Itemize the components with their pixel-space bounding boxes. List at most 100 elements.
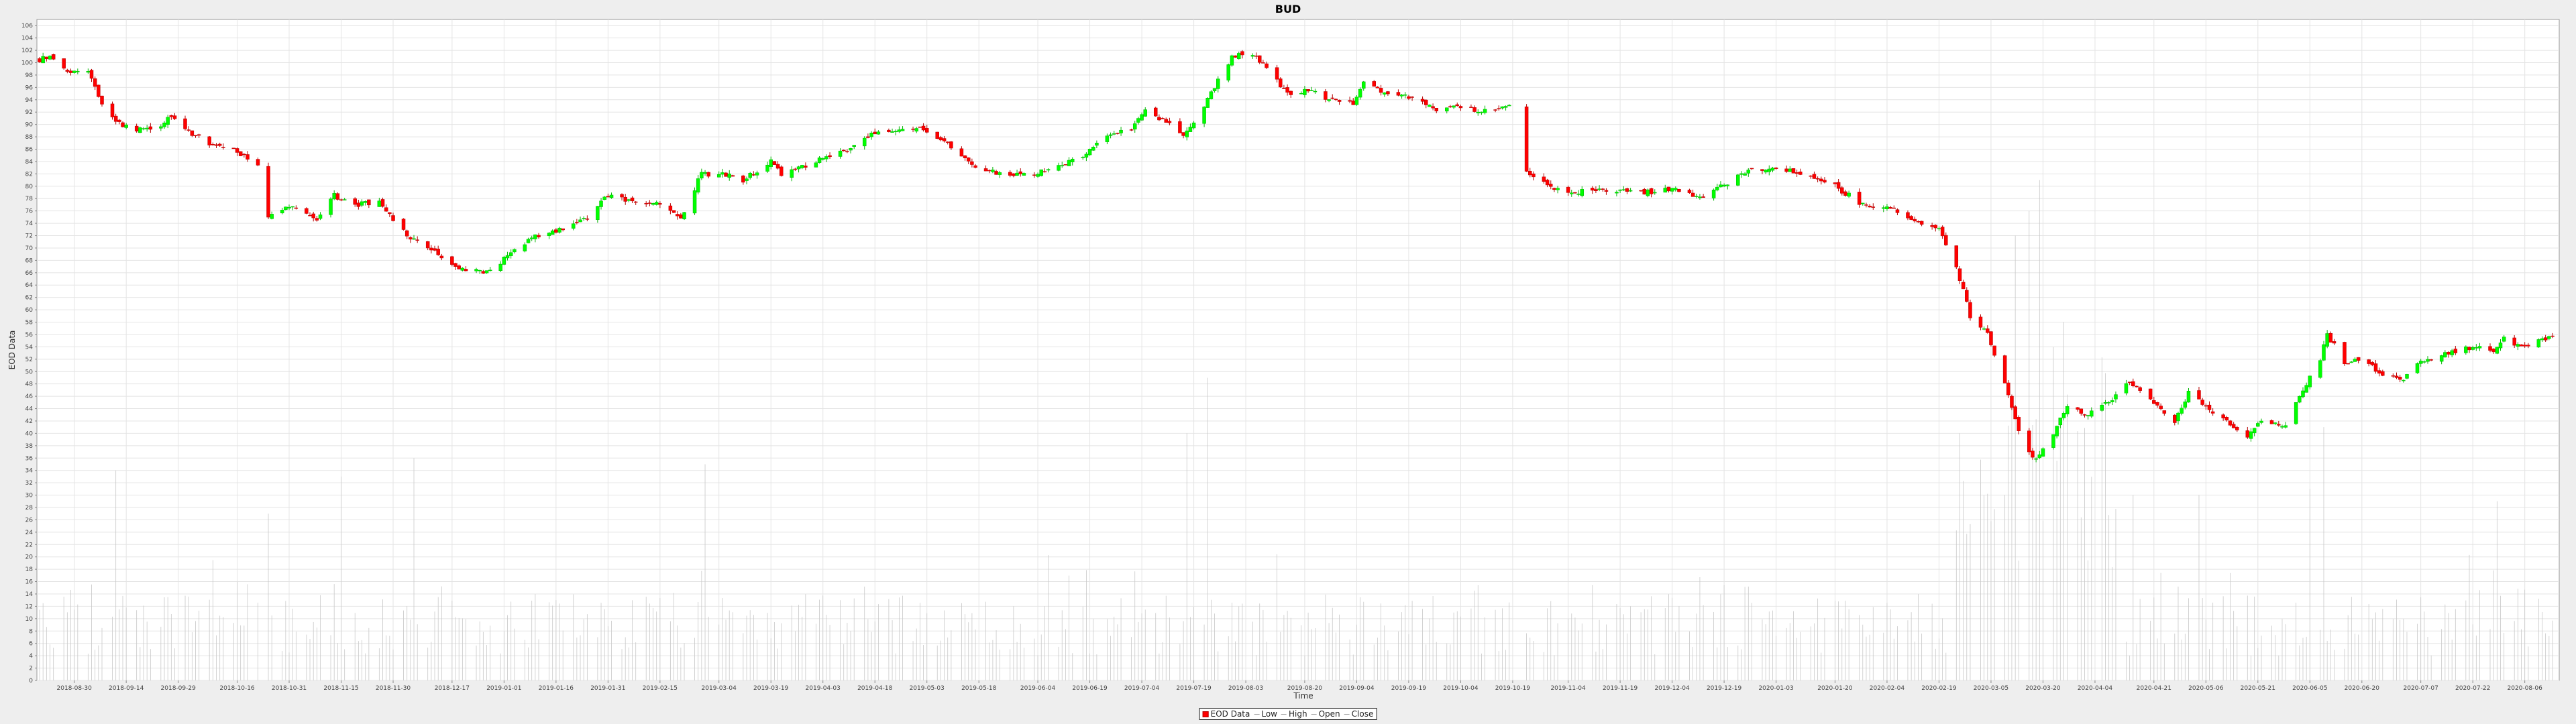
- candle-body: [498, 263, 502, 272]
- candle-body: [1455, 104, 1460, 106]
- candle-body: [828, 155, 832, 157]
- y-tick-label: 2: [29, 666, 33, 672]
- candle-body: [190, 130, 195, 136]
- candle-body: [1843, 191, 1847, 196]
- candle-body: [838, 150, 843, 157]
- candle-body: [1132, 123, 1137, 130]
- x-tick-label: 2019-01-16: [539, 685, 574, 692]
- candle-body: [1906, 212, 1910, 219]
- candle-body: [2031, 450, 2035, 458]
- candle-body: [1545, 180, 1550, 186]
- candle-body: [1483, 109, 1487, 113]
- y-tick-label: 18: [25, 566, 34, 573]
- x-tick-label: 2018-10-16: [219, 685, 255, 692]
- candle-body: [2308, 375, 2312, 387]
- candle-body: [2221, 414, 2225, 418]
- candle-body: [2114, 394, 2118, 400]
- y-tick-label: 90: [25, 122, 34, 129]
- candle-body: [1739, 173, 1743, 175]
- legend-swatch-eod: [1202, 711, 1209, 717]
- candle-body: [2051, 434, 2055, 448]
- candle-body: [804, 166, 808, 168]
- y-tick-label: 60: [25, 307, 34, 314]
- candle-body: [145, 127, 149, 129]
- candle-body: [172, 115, 177, 119]
- x-tick-label: 2019-04-03: [806, 685, 841, 692]
- y-tick-label: 106: [21, 23, 33, 29]
- candle-body: [1289, 90, 1293, 95]
- candle-body: [716, 174, 721, 178]
- candle-body: [1472, 107, 1477, 112]
- candle-body: [1961, 282, 1966, 290]
- x-tick-label: 2018-10-31: [272, 685, 307, 692]
- candle-body: [1022, 173, 1026, 176]
- candle-body: [89, 70, 94, 79]
- candle-body: [1913, 219, 1917, 222]
- candle-body: [134, 125, 139, 131]
- y-tick-label: 42: [25, 418, 33, 425]
- candle-body: [2502, 337, 2506, 342]
- y-tick-label: 36: [25, 455, 34, 462]
- candle-body: [2495, 347, 2500, 354]
- candle-body: [1992, 345, 1996, 356]
- y-tick-label: 64: [25, 282, 34, 289]
- candle-body: [1639, 190, 1643, 192]
- y-tick-label: 76: [25, 208, 34, 215]
- candle-body: [1008, 172, 1012, 176]
- candle-body: [2422, 361, 2426, 363]
- x-tick-label: 2019-10-19: [1495, 685, 1531, 692]
- candle-body: [1303, 88, 1307, 95]
- candle-body: [658, 203, 662, 205]
- candle-body: [2013, 406, 2017, 420]
- candle-body: [51, 54, 56, 60]
- y-tick-label: 24: [25, 530, 34, 536]
- candle-body: [1063, 164, 1068, 166]
- candle-body: [970, 161, 974, 165]
- candle-body: [1445, 107, 1449, 112]
- candle-body: [2037, 454, 2042, 459]
- candle-body: [1642, 189, 1647, 195]
- candle-body: [890, 131, 894, 133]
- x-tick-label: 2018-11-30: [376, 685, 411, 692]
- candle-body: [353, 198, 357, 205]
- candle-body: [703, 172, 707, 174]
- candle-body: [453, 263, 458, 267]
- legend-item-eod: EOD Data: [1202, 709, 1250, 719]
- candle-body: [1334, 99, 1338, 101]
- candle-body: [533, 234, 537, 239]
- candle-body: [876, 131, 881, 135]
- candle-body: [1493, 109, 1497, 111]
- candle-body: [866, 136, 870, 138]
- candle-body: [2155, 402, 2159, 406]
- candle-body: [529, 237, 534, 239]
- candle-body: [2245, 430, 2250, 438]
- y-tick-label: 50: [25, 369, 34, 375]
- candle-body: [1167, 121, 1172, 123]
- candle-body: [894, 131, 898, 133]
- candle-body: [2381, 371, 2385, 376]
- x-tick-label: 2019-06-04: [1020, 685, 1056, 692]
- x-tick-label: 2019-12-04: [1654, 685, 1690, 692]
- candle-body: [183, 118, 187, 129]
- candle-body: [537, 235, 541, 237]
- candle-body: [1257, 55, 1262, 63]
- candle-body: [2162, 410, 2167, 414]
- y-tick-label: 48: [25, 381, 34, 388]
- candle-body: [873, 131, 877, 135]
- candle-body: [1216, 78, 1220, 89]
- candle-body: [921, 125, 926, 131]
- candle-body: [1015, 172, 1019, 176]
- candle-body: [2491, 349, 2496, 353]
- candle-body: [1604, 190, 1609, 192]
- candle-body: [1719, 184, 1723, 188]
- candle-body: [508, 252, 513, 256]
- candle-body: [1250, 55, 1255, 57]
- y-tick-label: 74: [25, 221, 34, 227]
- candle-body: [1327, 99, 1331, 101]
- candle-body: [2353, 359, 2357, 362]
- y-tick-label: 82: [25, 171, 33, 178]
- candle-body: [1420, 99, 1425, 102]
- candle-body: [2061, 412, 2066, 418]
- candle-body: [110, 103, 115, 117]
- candle-body: [484, 270, 489, 274]
